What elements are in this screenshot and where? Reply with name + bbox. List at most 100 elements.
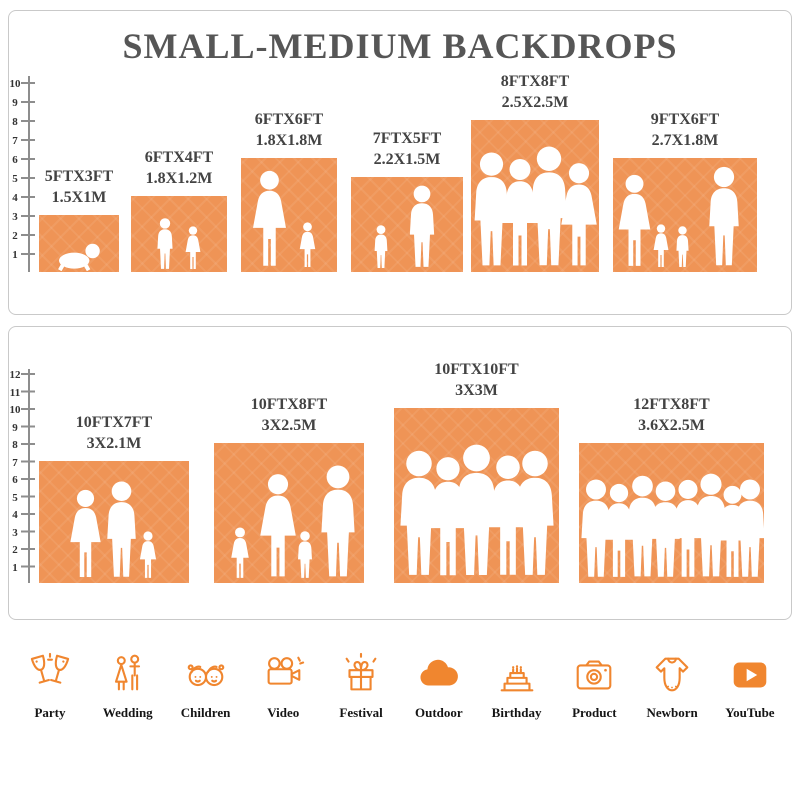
backdrop-bar-10x7ft bbox=[39, 461, 189, 583]
people-silhouette bbox=[618, 166, 739, 267]
size-m-label: 1.5X1M bbox=[51, 189, 107, 207]
ruler-tick-label: 6 bbox=[12, 154, 18, 166]
category-wedding: Wedding bbox=[92, 652, 164, 721]
category-label: Children bbox=[180, 705, 231, 720]
backdrop-bar-12x8ft bbox=[579, 443, 764, 583]
category-label: Party bbox=[34, 705, 66, 720]
backdrop-bar-8x8ft bbox=[471, 120, 599, 272]
backdrop-bar-6x6ft bbox=[241, 158, 337, 272]
backdrop-bar-10x8ft bbox=[214, 443, 364, 583]
people-silhouette bbox=[231, 465, 355, 578]
category-party: Party bbox=[14, 652, 86, 721]
size-m-label: 1.8X1.2M bbox=[145, 170, 213, 188]
ruler-tick-label: 12 bbox=[9, 369, 21, 381]
backdrop-bar-10x10ft bbox=[394, 408, 559, 583]
category-label: Product bbox=[572, 705, 617, 720]
category-birthday: Birthday bbox=[481, 652, 553, 721]
ruler-tick-label: 9 bbox=[12, 97, 18, 109]
page-title: SMALL-MEDIUM BACKDROPS bbox=[122, 26, 678, 66]
bar-label: 10FTX10FT 3X3M bbox=[379, 360, 574, 402]
backdrop-bar-9x6ft bbox=[613, 158, 757, 272]
ruler-tick-label: 5 bbox=[12, 491, 18, 504]
party-icon bbox=[30, 652, 70, 684]
people-silhouette bbox=[57, 241, 102, 271]
festival-icon bbox=[345, 652, 377, 691]
ruler-ticks bbox=[21, 372, 35, 583]
bar-label: 9FTX6FT 2.7X1.8M bbox=[583, 110, 787, 152]
size-m-label: 2.5X2.5M bbox=[501, 94, 569, 112]
category-label: Outdoor bbox=[414, 705, 463, 720]
newborn-icon bbox=[655, 657, 689, 692]
category-children: Children bbox=[170, 652, 242, 721]
backdrop-bar-5x3ft bbox=[39, 215, 119, 272]
category-outdoor: Outdoor bbox=[403, 652, 475, 721]
bar-label: 6FTX4FT 1.8X1.2M bbox=[101, 148, 257, 190]
size-ft-label: 10FTX8FT bbox=[250, 396, 328, 414]
size-ft-label: 6FTX4FT bbox=[144, 149, 214, 167]
ruler-tick-label: 3 bbox=[12, 211, 18, 223]
size-ft-label: 10FTX10FT bbox=[434, 361, 519, 379]
product-icon bbox=[577, 660, 612, 690]
chart-area-large: 1 2 3 4 5 6 7 8 9 10 11 12 10FTX7FT 3X2.… bbox=[9, 335, 791, 583]
size-ft-label: 6FTX6FT bbox=[254, 111, 324, 129]
ruler-ticks bbox=[21, 80, 35, 272]
outdoor-icon bbox=[420, 659, 458, 686]
ruler-tick-label: 5 bbox=[12, 173, 18, 185]
people-silhouette bbox=[253, 170, 316, 267]
bar-label: 6FTX6FT 1.8X1.8M bbox=[211, 110, 367, 152]
ruler-tick-label: 2 bbox=[12, 544, 18, 556]
youtube-icon bbox=[733, 662, 767, 688]
size-ft-label: 8FTX8FT bbox=[500, 73, 570, 91]
ruler-tick-label: 6 bbox=[12, 474, 18, 486]
ruler-tick-label: 7 bbox=[12, 456, 18, 469]
backdrop-bar-7x5ft bbox=[351, 177, 463, 272]
size-ft-label: 5FTX3FT bbox=[44, 168, 114, 186]
bar-label: 5FTX3FT 1.5X1M bbox=[9, 167, 149, 209]
size-m-label: 3X2.1M bbox=[86, 435, 142, 453]
medium-large-backdrops-panel: 1 2 3 4 5 6 7 8 9 10 11 12 10FTX7FT 3X2.… bbox=[8, 326, 792, 620]
bar-label: 7FTX5FT 2.2X1.5M bbox=[321, 129, 493, 171]
backdrop-bar-6x4ft bbox=[131, 196, 227, 272]
size-m-label: 1.8X1.8M bbox=[255, 132, 323, 150]
children-icon bbox=[187, 664, 224, 687]
size-m-label: 3X3M bbox=[455, 382, 498, 400]
wedding-icon bbox=[114, 654, 140, 691]
ruler-tick-label: 10 bbox=[9, 404, 21, 416]
people-silhouette bbox=[374, 185, 435, 268]
ruler-tick-label: 4 bbox=[12, 192, 18, 204]
ruler-tick-label: 9 bbox=[12, 421, 18, 434]
category-label: Newborn bbox=[646, 705, 698, 720]
ruler-tick-label: 4 bbox=[12, 509, 18, 521]
small-medium-backdrops-panel: SMALL-MEDIUM BACKDROPS 1 2 3 4 5 6 7 8 9… bbox=[8, 10, 792, 315]
category-label: Festival bbox=[339, 705, 383, 720]
ruler-tick-label: 10 bbox=[9, 78, 21, 90]
size-m-label: 2.7X1.8M bbox=[651, 132, 719, 150]
birthday-icon bbox=[500, 665, 533, 692]
bar-label: 10FTX8FT 3X2.5M bbox=[199, 395, 379, 437]
ruler-tick-label: 8 bbox=[12, 439, 18, 451]
ruler-tick-label: 11 bbox=[9, 386, 21, 399]
ruler-tick-label: 7 bbox=[12, 135, 18, 147]
bar-label: 12FTX8FT 3.6X2.5M bbox=[564, 395, 779, 437]
ruler-tick-label: 1 bbox=[12, 561, 18, 574]
ruler-tick-label: 8 bbox=[12, 116, 18, 128]
ruler-tick-label: 1 bbox=[12, 249, 18, 261]
size-m-label: 2.2X1.5M bbox=[373, 151, 441, 169]
bar-label: 8FTX8FT 2.5X2.5M bbox=[441, 72, 629, 114]
category-label: YouTube bbox=[725, 705, 775, 720]
ruler-tick-label: 3 bbox=[12, 526, 18, 539]
video-icon bbox=[267, 656, 305, 685]
category-video: Video bbox=[247, 652, 319, 721]
size-ft-label: 7FTX5FT bbox=[372, 130, 442, 148]
size-ft-label: 10FTX7FT bbox=[75, 414, 153, 432]
category-youtube: YouTube bbox=[714, 652, 786, 721]
people-silhouette bbox=[581, 473, 764, 577]
size-ft-label: 12FTX8FT bbox=[633, 396, 710, 414]
category-product: Product bbox=[558, 652, 630, 721]
size-ft-label: 9FTX6FT bbox=[650, 111, 720, 129]
category-label: Birthday bbox=[491, 705, 542, 720]
ruler-tick-label: 2 bbox=[12, 230, 18, 242]
category-festival: Festival bbox=[325, 652, 397, 721]
category-label: Wedding bbox=[102, 705, 153, 720]
size-m-label: 3X2.5M bbox=[261, 417, 317, 435]
